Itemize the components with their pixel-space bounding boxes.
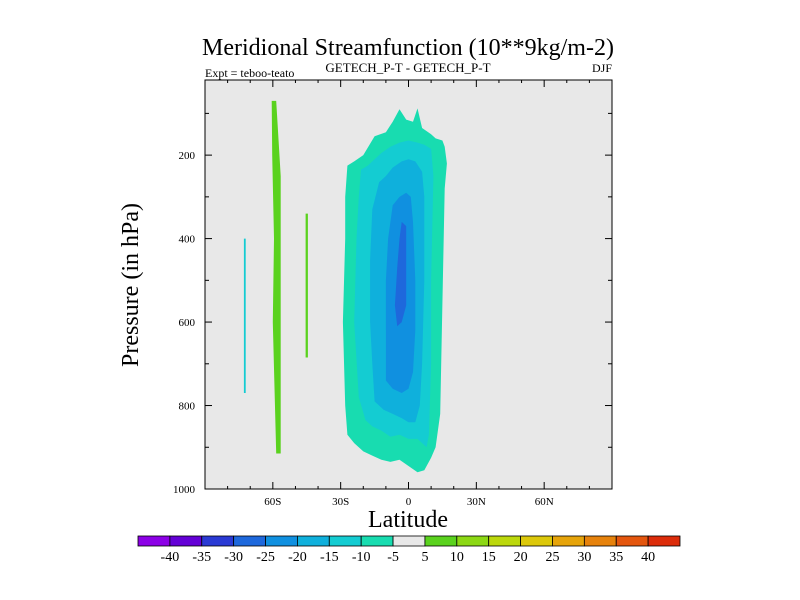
y-axis-label: Pressure (in hPa) <box>118 203 144 367</box>
contour-level-neg25-7 <box>394 221 407 327</box>
colorbar-swatch <box>488 535 521 547</box>
colorbar-swatch <box>137 535 171 547</box>
colorbar-swatch <box>265 535 298 547</box>
colorbar-swatch <box>297 535 330 547</box>
colorbar-swatch <box>583 535 617 547</box>
y-tick-label: 200 <box>179 150 196 162</box>
colorbar-label: 35 <box>609 550 623 565</box>
x-tick-label: 60N <box>535 496 554 508</box>
contour-level-5-1 <box>305 213 308 358</box>
y-tick-label: 1000 <box>173 484 196 496</box>
contours-layer <box>243 100 447 473</box>
colorbar-label: -30 <box>224 550 243 565</box>
x-axis-label: Latitude <box>368 507 448 533</box>
colorbar-label: -5 <box>387 550 399 565</box>
colorbar-swatch <box>520 535 553 547</box>
colorbar-swatch <box>169 535 203 547</box>
x-tick-label: 30N <box>467 496 486 508</box>
colorbar-label: -20 <box>288 550 307 565</box>
colorbar-swatch <box>424 535 458 547</box>
season-label: DJF <box>592 61 612 75</box>
y-tick-label: 800 <box>179 401 196 413</box>
colorbar-label: -35 <box>192 550 211 565</box>
colorbar-swatch <box>233 535 266 547</box>
colorbar-swatch <box>647 535 681 547</box>
contour-level-neg5-2 <box>243 238 246 393</box>
colorbar-label: -10 <box>352 550 371 565</box>
axis-ticks: 60S 30S 0 30N 60N 200 400 600 800 1000 <box>173 80 612 508</box>
contour-level-5-0 <box>271 100 281 454</box>
x-tick-label: 60S <box>264 496 281 508</box>
colorbar-swatch <box>328 535 362 547</box>
colorbar-label: 30 <box>577 550 591 565</box>
x-tick-label: 0 <box>406 496 412 508</box>
colorbar: -40 -35 -30 -25 -20 -15 -10 -5 5 10 15 20 25 30 35 40 <box>137 535 681 565</box>
colorbar-label: -25 <box>256 550 275 565</box>
chart-title: Meridional Streamfunction (10**9kg/m-2) <box>202 35 614 61</box>
x-tick-label: 30S <box>332 496 349 508</box>
colorbar-swatch <box>392 535 426 547</box>
y-tick-label: 400 <box>179 234 196 246</box>
y-tick-label: 600 <box>179 317 196 329</box>
colorbar-label: 20 <box>514 550 528 565</box>
colorbar-swatch <box>615 535 649 547</box>
colorbar-label: -15 <box>320 550 339 565</box>
colorbar-swatch <box>552 535 585 547</box>
colorbar-label: 10 <box>450 550 464 565</box>
colorbar-label: -40 <box>161 550 180 565</box>
experiment-label: Expt = teboo-teato <box>205 66 294 80</box>
colorbar-label: 25 <box>545 550 559 565</box>
colorbar-label: 40 <box>641 550 655 565</box>
colorbar-label: 15 <box>482 550 496 565</box>
colorbar-label: 5 <box>421 550 428 565</box>
colorbar-swatch <box>201 535 235 547</box>
colorbar-swatch <box>456 535 490 547</box>
model-label: GETECH_P-T - GETECH_P-T <box>325 60 490 75</box>
colorbar-swatch <box>360 535 394 547</box>
